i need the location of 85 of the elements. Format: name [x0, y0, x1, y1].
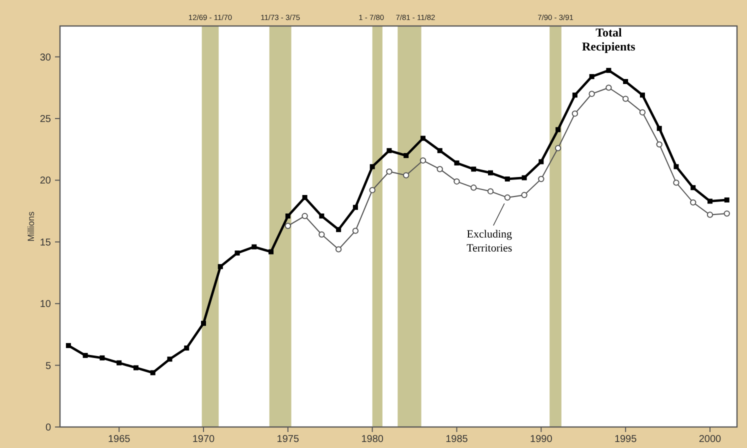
x-tick-label: 2000 [698, 434, 722, 445]
y-tick-label: 30 [40, 52, 52, 64]
point [706, 212, 714, 218]
point [673, 180, 680, 186]
point [420, 136, 426, 141]
point [606, 68, 612, 73]
text: Excluding Territories [466, 228, 512, 255]
point [640, 92, 645, 98]
point [184, 346, 190, 351]
point [82, 352, 88, 358]
x-tick-label: 1975 [276, 434, 300, 445]
point [589, 74, 594, 80]
point [572, 110, 578, 117]
point [352, 204, 358, 210]
point [538, 159, 544, 164]
point [522, 175, 527, 180]
point [302, 212, 308, 220]
point [454, 160, 460, 166]
point [588, 90, 595, 97]
point [538, 176, 544, 182]
point [268, 249, 274, 254]
point [116, 360, 122, 366]
point [252, 244, 257, 250]
point [454, 178, 460, 185]
point [167, 356, 172, 362]
point [436, 166, 443, 172]
point [420, 157, 426, 164]
point [100, 355, 105, 360]
y-tick-label: 25 [40, 114, 52, 126]
point [335, 246, 342, 252]
point [504, 194, 510, 201]
point [370, 164, 375, 170]
series-label: Total Recipients [582, 25, 636, 54]
point [690, 199, 696, 206]
point [572, 92, 578, 98]
point [318, 231, 325, 238]
x-tick-label: 1990 [530, 434, 553, 445]
point [234, 250, 240, 256]
point [302, 195, 308, 200]
y-tick-label: 15 [40, 237, 52, 248]
point [487, 188, 494, 194]
y-axis-title: Millions [26, 211, 36, 242]
x-tick-label: 1985 [446, 434, 468, 445]
point [352, 228, 359, 234]
point [150, 370, 156, 376]
point [674, 164, 679, 170]
point [623, 79, 628, 84]
y-tick-label: 0 [45, 422, 52, 434]
point [201, 320, 206, 326]
x-tick-label: 1970 [192, 434, 216, 445]
x-tick-label: 1995 [614, 434, 638, 445]
point [707, 198, 712, 204]
point [724, 197, 730, 202]
point [606, 84, 612, 91]
point [656, 126, 662, 131]
point [319, 214, 324, 219]
point [622, 96, 629, 102]
point [386, 148, 392, 154]
point [218, 264, 223, 270]
y-tick-label: 20 [40, 176, 52, 187]
point [471, 166, 476, 172]
point [656, 141, 662, 148]
y-tick-label: 5 [45, 360, 52, 372]
point [284, 222, 292, 229]
point [504, 176, 510, 182]
point [488, 170, 494, 176]
point [336, 227, 342, 232]
point [402, 172, 410, 178]
point [437, 148, 442, 154]
x-tick-label: 1965 [108, 434, 131, 445]
point [133, 365, 138, 370]
x-tick-label: 1980 [361, 434, 384, 445]
point [66, 343, 71, 348]
point [690, 185, 696, 190]
point [521, 192, 528, 198]
point [639, 109, 646, 116]
y-tick-label: 10 [40, 299, 52, 310]
point [554, 145, 562, 152]
point [386, 168, 392, 175]
point [285, 214, 290, 219]
point [404, 153, 409, 158]
point [724, 210, 730, 217]
point [556, 127, 561, 132]
point [470, 184, 477, 191]
point [369, 187, 376, 194]
